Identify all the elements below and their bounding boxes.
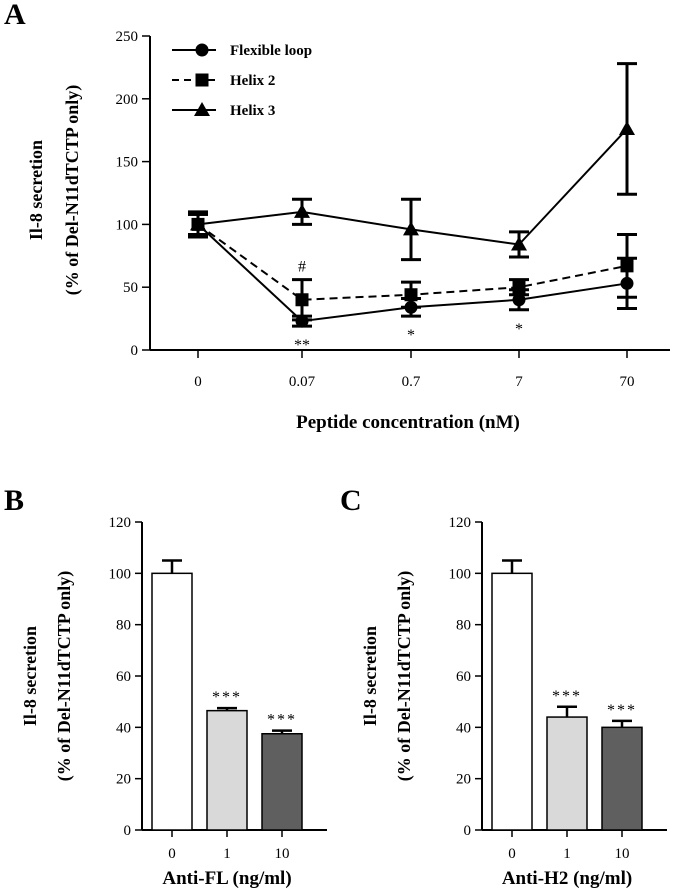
b-y-tick-label-120: 120 — [109, 515, 132, 531]
b-bar-0 — [151, 572, 193, 831]
c-x-tick-label-0: 0 — [508, 846, 516, 862]
a-point-triangle-0 — [190, 216, 206, 231]
a-point-triangle-1 — [294, 203, 310, 218]
c-y-tick-label-0: 0 — [464, 823, 472, 839]
b-x-tick-label-0: 0 — [168, 846, 176, 862]
b-y-tick-label-40: 40 — [116, 720, 131, 736]
a-legend-marker-triangle — [194, 102, 210, 116]
a-point-triangle-3 — [511, 236, 527, 251]
a-y-tick-label-150: 150 — [116, 155, 139, 171]
a-y-tick-label-250: 250 — [116, 29, 139, 45]
b-sig-label-2: *** — [267, 712, 297, 729]
c-sig-label-2: *** — [607, 702, 637, 719]
c-sig-label-1: *** — [552, 688, 582, 705]
a-x-tick-label-2: 0.7 — [402, 374, 421, 390]
a-legend-label-square: Helix 2 — [230, 73, 275, 89]
b-y-axis-title-line1: Il-8 secretion — [20, 626, 40, 726]
c-bar-1 — [546, 716, 588, 831]
c-y-tick-label-20: 20 — [456, 772, 471, 788]
a-legend-label-circle: Flexible loop — [230, 43, 312, 59]
c-y-tick-label-100: 100 — [449, 566, 472, 582]
b-y-tick-label-80: 80 — [116, 618, 131, 634]
c-x-axis-title: Anti-H2 (ng/ml) — [502, 868, 632, 889]
a-point-square-4 — [620, 259, 634, 273]
a-x-tick-label-0: 0 — [194, 374, 202, 390]
a-annotation-3: * — [515, 321, 523, 338]
a-x-tick-label-4: 70 — [620, 374, 635, 390]
a-point-triangle-4 — [619, 120, 635, 135]
panel-b-bar-chart: 0 20 40 60 80 100 120 0 1 *** 10 *** Anti-FL (ng/ml)… — [20, 515, 327, 889]
b-y-tick-label-20: 20 — [116, 772, 131, 788]
a-y-axis-title-line2: (% of Del-N11dTCTP only) — [62, 85, 83, 296]
c-bar-10 — [601, 726, 643, 831]
a-legend-marker-circle — [195, 43, 209, 57]
panel-label-c: C — [340, 484, 362, 517]
b-x-axis-title: Anti-FL (ng/ml) — [162, 868, 291, 889]
a-point-square-1 — [295, 293, 309, 307]
c-x-tick-label-2: 10 — [615, 846, 630, 862]
panel-label-a: A — [4, 0, 26, 31]
a-x-tick-label-3: 7 — [515, 374, 523, 390]
panel-a-line-chart: 0 50 100 150 200 250 0 0.07 0.7 7 70 Peptide concen… — [26, 29, 670, 433]
a-point-circle-3 — [512, 293, 526, 307]
b-y-tick-label-0: 0 — [124, 823, 132, 839]
a-y-tick-label-100: 100 — [116, 217, 139, 233]
a-x-axis-title: Peptide concentration (nM) — [296, 412, 520, 433]
a-y-tick-label-200: 200 — [116, 92, 139, 108]
a-legend-marker-square — [195, 73, 209, 87]
a-x-tick-label-1: 0.07 — [289, 374, 316, 390]
panel-label-b: B — [4, 484, 24, 517]
c-y-tick-label-120: 120 — [449, 515, 472, 531]
a-point-square-3 — [512, 280, 526, 294]
b-bar-10 — [261, 733, 303, 831]
c-y-tick-label-80: 80 — [456, 618, 471, 634]
b-x-tick-label-2: 10 — [275, 846, 290, 862]
b-x-tick-label-1: 1 — [223, 846, 231, 862]
a-y-tick-label-0: 0 — [131, 343, 139, 359]
a-series-triangle — [188, 62, 637, 262]
a-annotation-2: * — [407, 327, 415, 344]
b-y-axis-title-line2: (% of Del-N11dTCTP only) — [54, 571, 75, 782]
c-bar-0 — [491, 572, 533, 831]
a-y-tick-label-50: 50 — [123, 280, 138, 296]
c-y-tick-label-60: 60 — [456, 669, 471, 685]
c-y-axis-title-line1: Il-8 secretion — [360, 626, 380, 726]
panel-c-bar-chart: 0 20 40 60 80 100 120 0 1 *** 10 *** Anti-H2 (ng/ml)… — [360, 515, 667, 889]
a-point-square-2 — [404, 288, 418, 302]
c-x-tick-label-1: 1 — [563, 846, 571, 862]
c-y-axis-title-line2: (% of Del-N11dTCTP only) — [394, 571, 415, 782]
a-annotation-0: # — [298, 259, 306, 276]
a-point-triangle-2 — [403, 221, 419, 236]
c-y-tick-label-40: 40 — [456, 720, 471, 736]
b-y-tick-label-100: 100 — [109, 566, 132, 582]
b-y-tick-label-60: 60 — [116, 669, 131, 685]
a-legend-label-triangle: Helix 3 — [230, 103, 275, 119]
b-sig-label-1: *** — [212, 689, 242, 706]
a-legend: Flexible loop Helix 2 Helix 3 — [172, 43, 312, 119]
a-annotation-1: ** — [294, 337, 310, 354]
b-bar-1 — [206, 709, 248, 831]
a-y-axis-title-line1: Il-8 secretion — [26, 140, 46, 240]
